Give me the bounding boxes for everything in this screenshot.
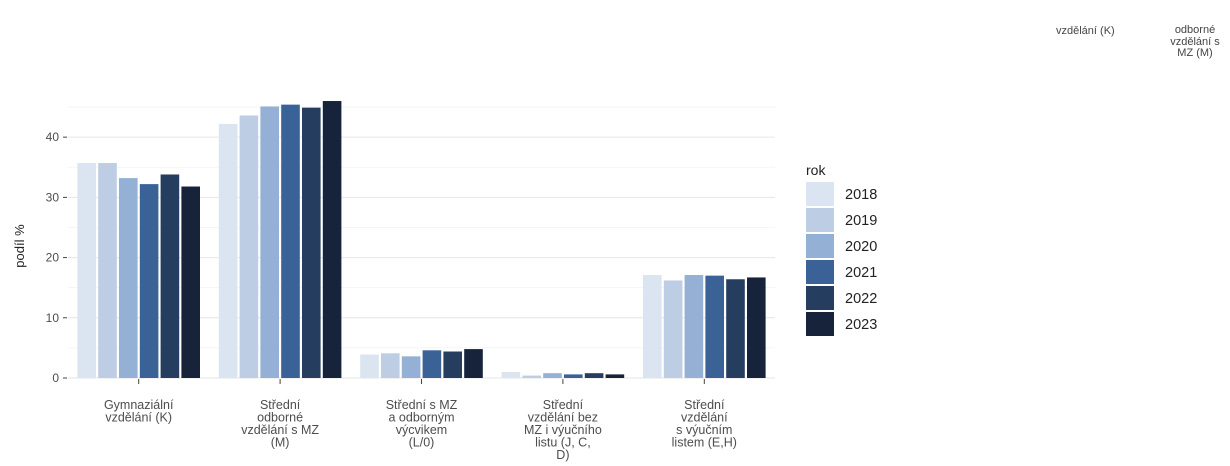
bar-2022-cat-4 bbox=[584, 373, 604, 378]
bar-2021-cat-2 bbox=[281, 104, 300, 379]
x-category-label-line: (L/0) bbox=[409, 436, 435, 450]
x-category-label: Gymnaziální vzdělání (K) bbox=[104, 398, 174, 425]
x-category-label-line: (M) bbox=[271, 436, 290, 450]
x-category-label-line: Střední bbox=[543, 398, 584, 412]
bar-2022-cat-3 bbox=[443, 351, 462, 378]
bar-2020-cat-1 bbox=[119, 178, 138, 378]
x-category-label: Střední odborné vzdělání s MZ (M) bbox=[241, 398, 319, 450]
bar-2018-cat-3 bbox=[360, 354, 379, 378]
x-category-label-line: výcvikem bbox=[396, 423, 447, 437]
bar-2022-cat-5 bbox=[726, 279, 745, 378]
bar-2020-cat-2 bbox=[260, 106, 279, 378]
bar-2023-cat-1 bbox=[181, 186, 200, 378]
bar-2020-cat-3 bbox=[401, 356, 421, 378]
x-category-label-line: Střední s MZ bbox=[386, 398, 458, 412]
bar-2020-cat-5 bbox=[684, 275, 704, 378]
x-category-label-line: vzdělání (K) bbox=[105, 411, 172, 425]
legend-swatch-2018 bbox=[806, 182, 834, 206]
legend-swatch-2019 bbox=[806, 208, 834, 232]
y-tick-label: 0 bbox=[52, 371, 59, 385]
bar-2019-cat-2 bbox=[239, 115, 259, 378]
x-category-label-line: listu (J, C, bbox=[535, 436, 591, 450]
x-category-label: Střední vzdělání bez MZ i výučního listu (J… bbox=[524, 398, 602, 462]
legend-label-2022: 2022 bbox=[845, 291, 877, 307]
legend-label-2018: 2018 bbox=[845, 187, 877, 203]
legend-label-2020: 2020 bbox=[845, 239, 877, 255]
legend-swatch-2022 bbox=[806, 286, 834, 310]
y-tick-label: 10 bbox=[46, 311, 60, 325]
bar-2023-cat-2 bbox=[322, 101, 342, 379]
y-axis-title: podíl % bbox=[12, 224, 27, 268]
bar-2018-cat-5 bbox=[643, 275, 662, 378]
x-category-label-line: vzdělání bbox=[681, 411, 728, 425]
bar-2019-cat-4 bbox=[522, 375, 541, 378]
bar-2020-cat-4 bbox=[543, 373, 562, 378]
x-category-label: Střední s MZ a odborným výcvikem (L/0) bbox=[386, 398, 458, 450]
bar-2019-cat-5 bbox=[663, 280, 683, 378]
legend-label-2021: 2021 bbox=[845, 265, 877, 281]
legend: rok 2018 2019 2020 2021 2022 2023 bbox=[806, 162, 877, 336]
bar-2023-cat-4 bbox=[605, 374, 625, 378]
legend-label-2023: 2023 bbox=[845, 317, 877, 333]
bar-2021-cat-4 bbox=[564, 374, 583, 378]
bar-2018-cat-2 bbox=[218, 123, 238, 378]
x-axis: Gymnaziální vzdělání (K)Střední odborné vzd… bbox=[104, 379, 737, 462]
bar-2023-cat-5 bbox=[747, 277, 766, 378]
x-category-label-line: listem (E,H) bbox=[672, 436, 737, 450]
bar-2021-cat-3 bbox=[422, 350, 442, 378]
bar-2022-cat-2 bbox=[302, 107, 321, 378]
corner-fragment-right-line-1: odborné bbox=[1174, 24, 1216, 36]
bar-2018-cat-4 bbox=[501, 371, 521, 378]
corner-fragment-right-line-2: vzdělání s bbox=[1170, 35, 1220, 48]
x-category-label-line: odborné bbox=[257, 411, 303, 425]
x-category-label: Střední vzdělání s výučním listem (E,H) bbox=[672, 398, 737, 450]
y-tick-label: 40 bbox=[46, 130, 60, 144]
corner-fragment-right-line-3: MZ (M) bbox=[1177, 47, 1213, 60]
y-axis: 0 10 20 30 40 bbox=[46, 130, 67, 385]
legend-swatch-2020 bbox=[806, 234, 834, 258]
legend-title: rok bbox=[806, 162, 826, 178]
legend-swatch-2023 bbox=[806, 312, 834, 336]
x-category-label-line: vzdělání s MZ bbox=[241, 423, 319, 437]
bar-2021-cat-1 bbox=[139, 184, 159, 378]
legend-label-2019: 2019 bbox=[845, 213, 877, 229]
x-category-label-line: D) bbox=[556, 448, 569, 462]
bar-2018-cat-1 bbox=[77, 163, 96, 378]
corner-fragment-left: vzdělání (K) bbox=[1056, 25, 1115, 37]
y-tick-label: 20 bbox=[46, 251, 60, 265]
x-category-label-line: Střední bbox=[684, 398, 725, 412]
x-category-label-line: vzdělání bez bbox=[528, 411, 598, 425]
x-category-label-line: MZ i výučního bbox=[524, 423, 602, 437]
x-category-label-line: Gymnaziální bbox=[104, 398, 174, 412]
bar-2019-cat-3 bbox=[381, 353, 400, 378]
bar-2021-cat-5 bbox=[705, 275, 724, 378]
y-tick-label: 30 bbox=[46, 190, 60, 204]
bars bbox=[77, 101, 766, 379]
x-category-label-line: Střední bbox=[260, 398, 301, 412]
legend-swatch-2021 bbox=[806, 260, 834, 284]
bar-2023-cat-3 bbox=[464, 349, 483, 378]
bar-2019-cat-1 bbox=[98, 163, 117, 378]
x-category-label-line: s výučním bbox=[676, 423, 732, 437]
corner-fragment-right: odborné vzdělání s MZ (M) bbox=[1160, 24, 1230, 60]
x-category-label-line: a odborným bbox=[388, 411, 454, 425]
bar-2022-cat-1 bbox=[160, 174, 180, 378]
